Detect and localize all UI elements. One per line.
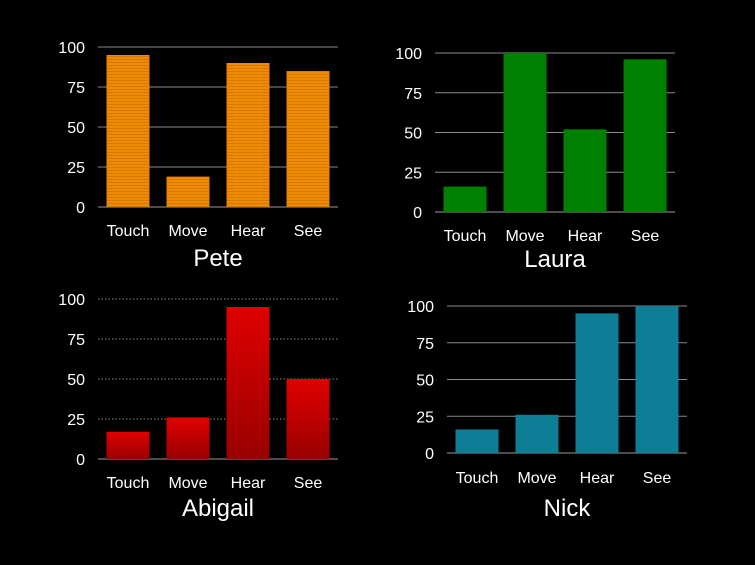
- y-tick-label: 75: [67, 332, 85, 349]
- bar-hear: [226, 63, 270, 207]
- x-tick-label: Touch: [107, 475, 150, 492]
- y-tick-label: 25: [67, 160, 85, 177]
- x-tick-label: Hear: [231, 475, 266, 492]
- x-tick-label: Hear: [231, 223, 266, 240]
- y-tick-label: 25: [404, 165, 422, 182]
- bar-move: [515, 414, 559, 453]
- y-tick-label: 25: [67, 412, 85, 429]
- x-tick-label: See: [643, 470, 672, 487]
- y-tick-label: 100: [58, 292, 85, 309]
- bar-see: [623, 59, 667, 212]
- x-tick-label: Hear: [580, 470, 615, 487]
- bar-touch: [455, 429, 499, 453]
- bar-move: [166, 176, 210, 207]
- y-tick-label: 0: [413, 205, 422, 222]
- chart-title: Nick: [544, 495, 592, 522]
- chart-title: Laura: [524, 246, 586, 273]
- x-tick-label: Touch: [107, 223, 150, 240]
- bar-hear: [563, 129, 607, 212]
- y-tick-label: 100: [395, 46, 422, 63]
- x-tick-label: See: [631, 228, 660, 245]
- y-tick-label: 0: [76, 200, 85, 217]
- x-tick-label: Move: [505, 228, 544, 245]
- x-tick-label: Hear: [568, 228, 603, 245]
- y-tick-label: 75: [67, 80, 85, 97]
- bar-touch: [443, 186, 487, 212]
- y-tick-label: 25: [416, 409, 434, 426]
- bar-touch: [106, 55, 150, 207]
- bar-touch: [106, 431, 150, 459]
- y-tick-label: 100: [58, 40, 85, 57]
- bar-see: [635, 306, 679, 453]
- bar-move: [166, 417, 210, 459]
- chart-title: Pete: [193, 245, 242, 272]
- y-tick-label: 50: [67, 120, 85, 137]
- y-tick-label: 0: [425, 446, 434, 463]
- chart-title: Abigail: [182, 495, 254, 522]
- y-tick-label: 75: [416, 336, 434, 353]
- chart-panel-1: 0 25 50 75 100 Touch Move Hear See Laura: [395, 46, 675, 273]
- bar-hear: [575, 313, 619, 453]
- y-tick-label: 100: [407, 299, 434, 316]
- y-tick-label: 75: [404, 86, 422, 103]
- x-tick-label: Touch: [444, 228, 487, 245]
- y-tick-label: 50: [416, 373, 434, 390]
- x-tick-label: Move: [168, 475, 207, 492]
- bar-see: [286, 71, 330, 207]
- x-tick-label: See: [294, 475, 323, 492]
- x-tick-label: Touch: [456, 470, 499, 487]
- x-tick-label: Move: [517, 470, 556, 487]
- bar-hear: [226, 307, 270, 459]
- bar-see: [286, 379, 330, 459]
- y-tick-label: 50: [404, 126, 422, 143]
- y-tick-label: 0: [76, 452, 85, 469]
- x-tick-label: Move: [168, 223, 207, 240]
- chart-panel-2: 0 25 50 75 100 Touch Move Hear See Abigail: [58, 292, 338, 522]
- chart-panel-3: 0 25 50 75 100 Touch Move Hear See Nick: [407, 299, 687, 522]
- bar-move: [503, 53, 547, 212]
- x-tick-label: See: [294, 223, 323, 240]
- y-tick-label: 50: [67, 372, 85, 389]
- chart-panel-0: 0 25 50 75 100 Touch Move Hear See Pete: [58, 40, 338, 272]
